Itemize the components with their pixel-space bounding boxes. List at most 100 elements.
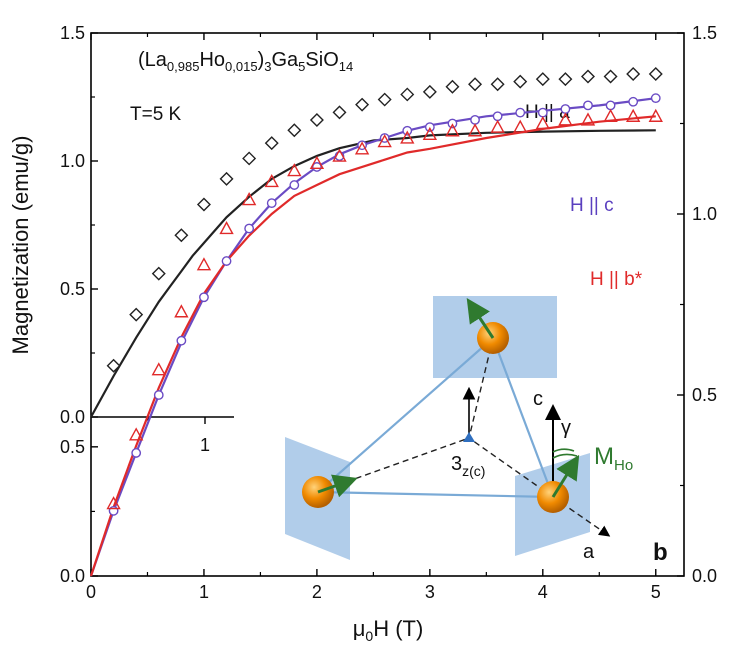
circle-marker <box>176 335 187 346</box>
crystal-diagram: c γ MHo 3z(c) a <box>285 296 633 563</box>
diamond-marker <box>219 171 234 186</box>
triangle-marker <box>603 108 618 122</box>
diamond-marker <box>287 123 302 138</box>
a-axis-label: a <box>583 541 595 563</box>
diamond-marker <box>129 307 144 322</box>
dash-left <box>317 437 470 493</box>
triangle-marker <box>219 221 234 235</box>
spin-left-arrow <box>317 474 358 498</box>
triangle-marker <box>445 123 460 137</box>
triangle-marker <box>467 123 483 137</box>
triangle-marker <box>106 496 121 510</box>
diamond-marker <box>648 66 663 81</box>
circle-marker <box>515 107 526 118</box>
diamond-marker <box>174 228 189 243</box>
data-markers <box>106 66 663 516</box>
gamma-arc <box>552 448 575 453</box>
fit-line-3 <box>89 115 656 577</box>
circle-marker <box>312 162 322 172</box>
diamond-marker <box>626 66 641 81</box>
y-main-tick-label: 0.5 <box>60 279 85 299</box>
circle-marker <box>153 390 164 400</box>
circle-marker <box>537 107 548 118</box>
y-main-tick-label: 1.0 <box>60 151 85 171</box>
y-main-tick-label: 0.0 <box>60 407 85 427</box>
m-ho-label: MHo <box>594 443 633 474</box>
triangle-marker <box>422 126 438 141</box>
diamond-marker <box>309 113 324 128</box>
spin-top-arrow <box>466 297 495 339</box>
triangle-marker <box>625 108 641 122</box>
x-tick-label: 5 <box>651 582 661 602</box>
y-inset-tick-label: 0.0 <box>60 566 85 586</box>
threefold-axis-label: 3z(c) <box>451 453 485 479</box>
x-axis-ticks: 0 1 2 3 4 5 <box>86 33 661 602</box>
panel-label: b <box>653 539 668 566</box>
triangle-marker <box>580 112 596 126</box>
triangle-marker <box>151 362 166 376</box>
inset-x-ticks: 1 <box>147 417 210 455</box>
y-axis-right-ticks: 0.0 0.5 1.0 1.5 <box>677 23 717 586</box>
y-main-tick-label: 1.5 <box>60 23 85 43</box>
diamond-marker <box>490 77 505 92</box>
triangle-marker <box>309 155 325 170</box>
diamond-marker <box>106 358 121 373</box>
diamond-marker <box>400 87 415 102</box>
triangle-marker <box>535 116 550 130</box>
x-tick-label: 1 <box>199 582 209 602</box>
dash-right <box>468 437 554 498</box>
diamond-marker <box>151 266 166 281</box>
triangle-marker <box>332 148 347 162</box>
triangle-marker <box>129 427 144 441</box>
x-tick-label: 3 <box>425 582 435 602</box>
diamond-marker <box>377 92 392 107</box>
diamond-marker <box>196 197 211 212</box>
circle-marker <box>583 100 593 111</box>
circle-marker <box>650 93 661 104</box>
inset-x-tick-label: 1 <box>200 435 210 455</box>
triangle-marker <box>264 173 279 188</box>
y-inset-tick-label: 0.5 <box>60 437 85 457</box>
y-right-tick-label: 1.0 <box>692 204 717 224</box>
triangle-marker <box>558 112 573 126</box>
diamond-marker <box>603 69 618 84</box>
dash-top <box>468 337 494 439</box>
diamond-marker <box>468 77 483 92</box>
temperature-label: T=5 K <box>130 104 182 125</box>
fit-line-1 <box>90 129 656 418</box>
edge-top-right <box>491 337 555 498</box>
triangle-marker <box>196 257 212 271</box>
circle-marker <box>605 100 616 111</box>
threefold-axis-icon <box>463 432 475 442</box>
edge-top-left <box>317 337 494 493</box>
gamma-label: γ <box>561 417 571 439</box>
y-right-tick-label: 1.5 <box>692 23 717 43</box>
compound-formula: (La0,985Ho0,015)3Ga5SiO14 <box>138 49 353 74</box>
y-right-tick-label: 0.5 <box>692 385 717 405</box>
spin-right-arrow <box>551 454 580 498</box>
x-tick-label: 4 <box>538 582 548 602</box>
circle-marker <box>131 448 142 458</box>
circle-marker <box>289 180 300 190</box>
y-right-tick-label: 0.0 <box>692 566 717 586</box>
circle-marker <box>628 96 639 107</box>
circle-marker <box>470 114 480 125</box>
diamond-marker <box>422 84 437 99</box>
x-tick-label: 2 <box>312 582 322 602</box>
diamond-marker <box>445 79 460 94</box>
diamond-marker <box>513 74 528 89</box>
circle-marker <box>266 198 277 209</box>
y-axis-inset-ticks: 0.0 0.5 <box>60 437 98 586</box>
y-axis-main-ticks: 0.0 0.5 1.0 1.5 <box>60 23 98 427</box>
diamond-marker <box>355 97 370 112</box>
triangle-marker <box>174 304 189 318</box>
triangle-marker <box>377 134 392 148</box>
triangle-marker <box>648 108 663 122</box>
triangle-marker <box>513 119 528 133</box>
gamma-arc-2 <box>552 453 578 459</box>
x-axis-label: μ0H (T) <box>353 616 424 644</box>
triangle-marker <box>241 192 257 206</box>
circle-marker <box>199 292 209 303</box>
triangle-marker <box>490 119 505 133</box>
triangle-marker <box>354 141 370 155</box>
